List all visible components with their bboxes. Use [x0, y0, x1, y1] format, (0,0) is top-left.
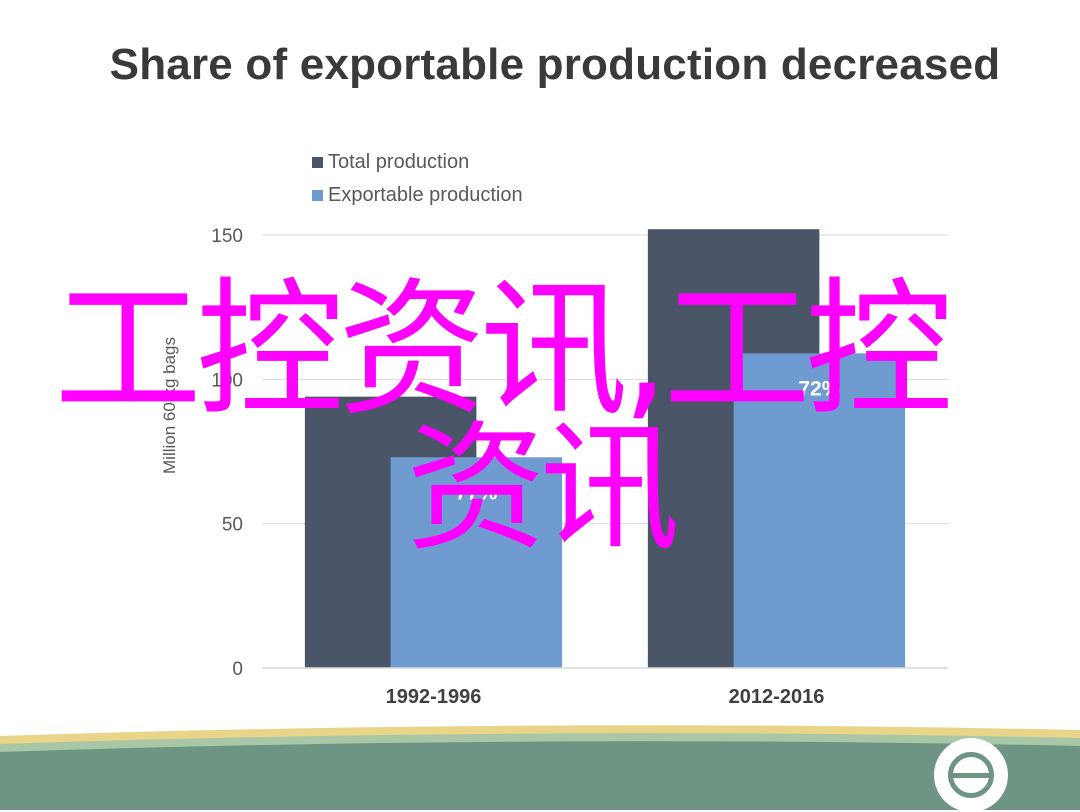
- bar-exportable-2012-2016: [733, 353, 906, 668]
- y-tick-label: 100: [211, 370, 243, 391]
- chart-legend: Total production Exportable production: [312, 146, 523, 212]
- legend-item-exportable: Exportable production: [312, 179, 523, 212]
- footer-stripe-yellow: [0, 725, 1080, 746]
- bar-exportable-1992-1996: [390, 457, 563, 668]
- data-label: 77%: [455, 481, 497, 504]
- chart-labels: 77% 72%: [455, 377, 840, 504]
- y-tick-label: 150: [211, 226, 243, 247]
- legend-label-total: Total production: [328, 151, 470, 173]
- x-tick-label: 2012-2016: [729, 686, 825, 708]
- footer-band-fill: [0, 741, 1080, 810]
- legend-label-exportable: Exportable production: [328, 184, 523, 206]
- legend-item-total: Total production: [312, 146, 523, 179]
- watermark-text-line1: 工控资讯,工控: [54, 264, 953, 436]
- x-tick-label: 1992-1996: [386, 686, 482, 708]
- watermark-text-line2: 资讯: [406, 408, 680, 571]
- legend-swatch-total: [312, 157, 323, 168]
- footer-stripe-green: [0, 733, 1080, 754]
- chart-axes: 0 50 100 150 Million 60-kg bags 1992-1996 2012…: [160, 226, 948, 708]
- footer-decorative-band: [0, 725, 1080, 810]
- y-tick-label: 50: [222, 515, 243, 536]
- y-tick-label: 0: [232, 659, 243, 680]
- data-label: 72%: [798, 377, 840, 400]
- circle-logo-icon: [934, 738, 1008, 812]
- chart-bars: [304, 229, 906, 668]
- slide-title: Share of exportable production decreased: [109, 40, 1001, 89]
- legend-swatch-exportable: [312, 190, 323, 201]
- y-axis-label: Million 60-kg bags: [160, 337, 179, 474]
